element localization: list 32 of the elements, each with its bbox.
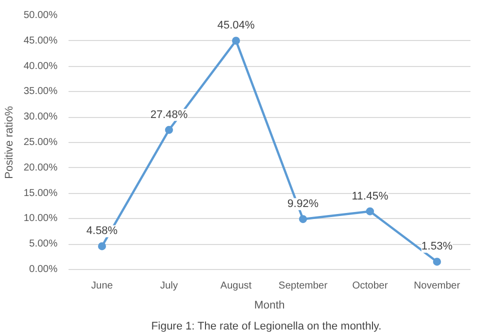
data-label: 1.53% (421, 240, 453, 253)
data-label: 9.92% (287, 198, 319, 210)
point (299, 215, 307, 224)
point (165, 126, 173, 134)
x-tick-label: November (414, 280, 461, 292)
y-tick-label: 15.00% (24, 188, 58, 199)
x-tick-label: June (91, 280, 114, 292)
y-tick-label: 10.00% (24, 213, 58, 224)
point (433, 258, 441, 266)
y-tick-label: 35.00% (24, 86, 58, 98)
data-label: 11.45% (352, 190, 388, 202)
point (232, 36, 240, 45)
point (98, 242, 106, 250)
y-tick-label: 50.00% (24, 10, 58, 21)
x-tick-label: July (160, 280, 178, 292)
point (366, 207, 374, 216)
x-tick-label: October (352, 280, 388, 292)
data-label: 4.58% (86, 225, 118, 238)
y-tick-label: 30.00% (24, 112, 58, 123)
y-tick-label: 5.00% (29, 238, 58, 250)
y-tick-label: 40.00% (24, 60, 58, 72)
x-tick-label: August (220, 280, 252, 292)
y-tick-label: 20.00% (24, 162, 58, 174)
y-axis-title: Positive ratio% (4, 106, 16, 179)
data-label: 27.48% (150, 108, 188, 121)
x-tick-label: September (278, 280, 328, 292)
caption: Figure 1: The rate of Legionella on the monthly. (151, 320, 382, 332)
y-tick-label: 45.00% (24, 35, 58, 46)
y-tick-label: 25.00% (24, 137, 58, 148)
x-axis-title: Month (254, 300, 285, 312)
data-label: 45.04% (217, 20, 255, 32)
y-tick-label: 0.00% (29, 264, 58, 275)
